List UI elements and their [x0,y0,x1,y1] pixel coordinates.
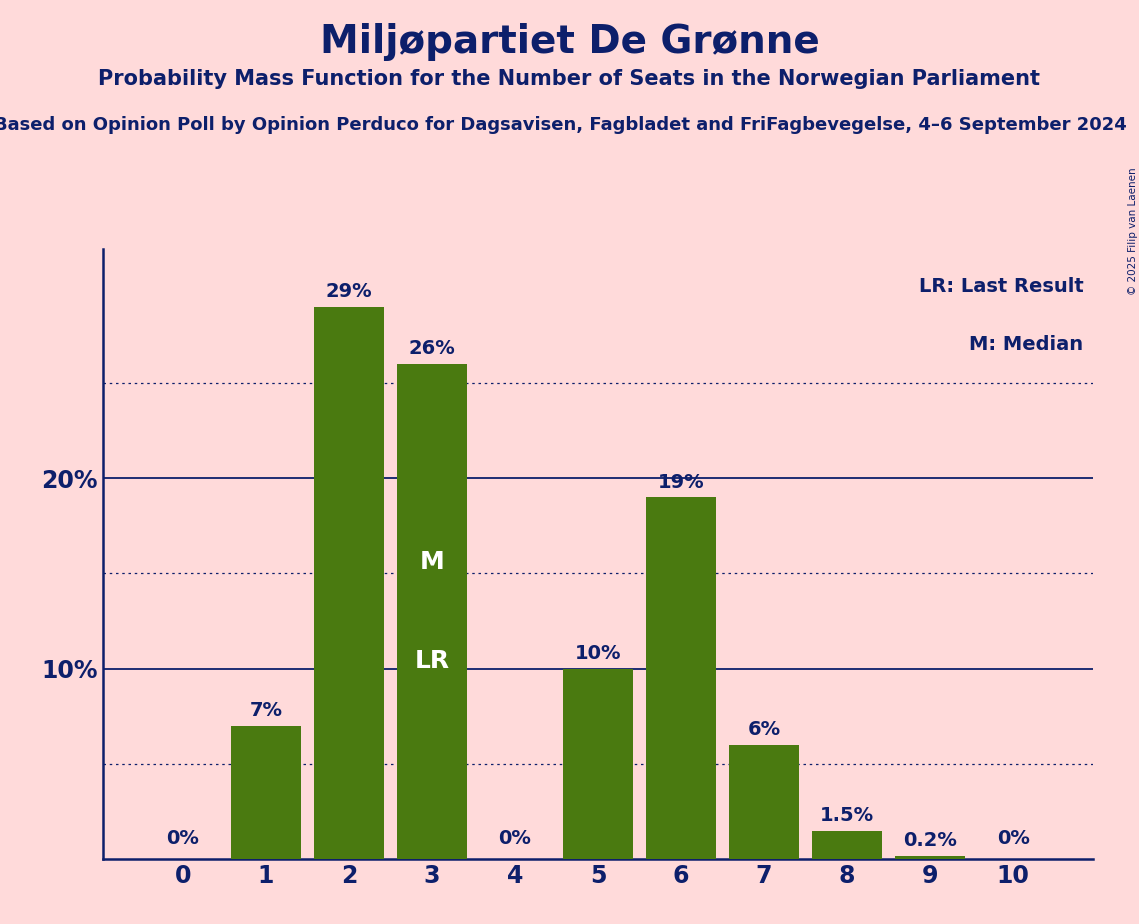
Bar [563,669,633,859]
Text: 0%: 0% [499,829,532,848]
Bar [812,831,883,859]
Text: © 2025 Filip van Laenen: © 2025 Filip van Laenen [1128,167,1138,295]
Bar [646,497,716,859]
Text: 7%: 7% [249,701,282,720]
Text: 0.2%: 0.2% [903,831,957,850]
Bar [895,856,966,859]
Text: 0%: 0% [166,829,199,848]
Text: 0%: 0% [997,829,1030,848]
Bar [729,745,800,859]
Text: 19%: 19% [657,472,704,492]
Text: LR: LR [415,650,450,673]
Bar [396,364,467,859]
Text: Probability Mass Function for the Number of Seats in the Norwegian Parliament: Probability Mass Function for the Number… [98,69,1041,90]
Bar [313,307,384,859]
Text: LR: Last Result: LR: Last Result [919,277,1083,296]
Text: 10%: 10% [575,644,621,663]
Text: 1.5%: 1.5% [820,806,874,825]
Text: 6%: 6% [747,720,780,739]
Bar [230,726,301,859]
Text: 26%: 26% [409,339,456,359]
Text: M: Median: M: Median [969,334,1083,354]
Text: Based on Opinion Poll by Opinion Perduco for Dagsavisen, Fagbladet and FriFagbev: Based on Opinion Poll by Opinion Perduco… [0,116,1128,133]
Text: 29%: 29% [326,282,372,301]
Text: M: M [419,550,444,574]
Text: Miljøpartiet De Grønne: Miljøpartiet De Grønne [320,23,819,61]
